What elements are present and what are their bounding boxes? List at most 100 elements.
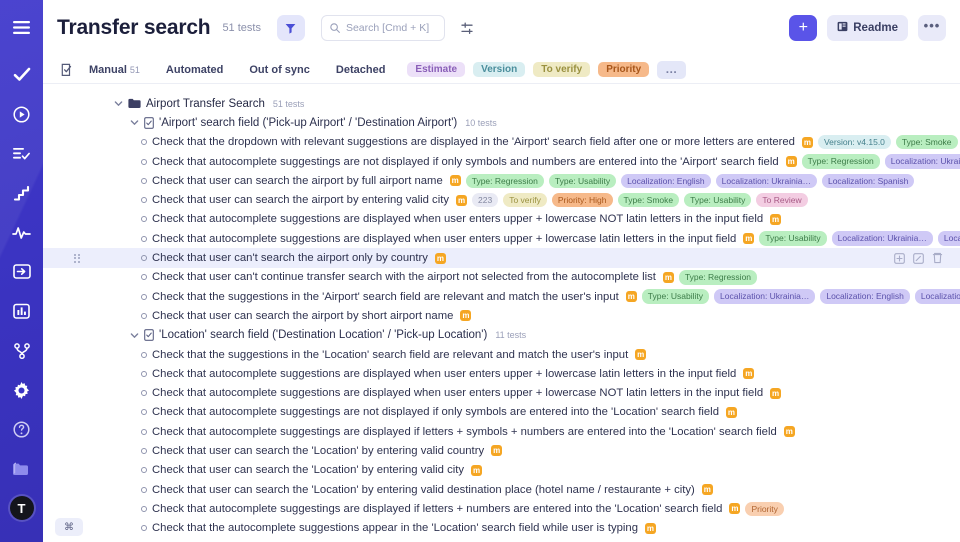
import-icon[interactable] — [0, 252, 43, 291]
toolbar-chip-version[interactable]: Version — [473, 62, 526, 77]
test-case-tag[interactable]: Localization: Ukrainia… — [884, 154, 960, 169]
tree-root-folder[interactable]: Airport Transfer Search 51 tests — [43, 94, 960, 113]
manual-badge: m — [434, 252, 446, 264]
test-case-row[interactable]: Check that user can search the airport b… — [43, 190, 960, 209]
test-case-tag[interactable]: Type: Smoke — [895, 134, 958, 150]
toolbar-chip-priority[interactable]: Priority — [598, 62, 650, 77]
test-case-label: Check that user can search the airport b… — [152, 174, 443, 187]
manual-badge: m — [644, 522, 656, 534]
test-case-row[interactable]: Check that user can't continue transfer … — [43, 268, 960, 287]
more-button[interactable]: ••• — [918, 15, 946, 41]
test-case-tag[interactable]: Localization: English — [621, 173, 711, 189]
test-case-row[interactable]: Check that the suggestions in the 'Locat… — [43, 345, 960, 364]
tree-section-header[interactable]: 'Airport' search field ('Pick-up Airport… — [43, 113, 960, 132]
manual-badge: m — [635, 349, 647, 360]
test-case-row[interactable]: Check that the autocomplete suggestions … — [43, 519, 960, 538]
edit-icon[interactable] — [912, 252, 925, 265]
manual-badge: m — [449, 175, 461, 187]
test-case-row[interactable]: Check that autocomplete suggestings are … — [43, 422, 960, 441]
stairs-icon[interactable] — [0, 173, 43, 212]
sliders-icon[interactable] — [457, 17, 479, 39]
document-icon — [144, 117, 154, 129]
test-case-tag[interactable]: To Review — [756, 192, 808, 208]
test-case-tag[interactable]: Localization: German — [914, 289, 960, 304]
readme-button[interactable]: Readme — [827, 15, 908, 41]
test-case-tag[interactable]: Type: Regression — [465, 173, 544, 189]
tab-automated[interactable]: Automated — [153, 64, 236, 76]
tests-count: 51 tests — [222, 22, 261, 34]
avatar[interactable]: T — [0, 489, 43, 528]
test-case-tag[interactable]: Localization: Spanish — [821, 173, 915, 189]
menu-icon[interactable] — [0, 8, 43, 47]
test-case-row[interactable]: Check that user can search the airport b… — [43, 171, 960, 190]
manual-badge: m — [491, 445, 503, 457]
test-case-tag[interactable]: Version: v4.15.0 — [817, 134, 891, 150]
search-input[interactable]: Search [Cmd + K] — [320, 15, 445, 41]
delete-icon[interactable] — [931, 252, 944, 265]
cmd-shortcut-chip[interactable]: ⌘ — [55, 518, 83, 536]
folder-icon[interactable] — [0, 449, 43, 488]
filter-icon[interactable] — [276, 15, 305, 41]
test-case-label: Check that user can search the airport b… — [152, 309, 454, 322]
test-case-row[interactable]: Check that autocomplete suggestings are … — [43, 152, 960, 171]
gear-icon[interactable] — [0, 370, 43, 409]
tab-out-of-sync[interactable]: Out of sync — [236, 64, 323, 76]
chevron-down-icon[interactable] — [113, 99, 123, 109]
test-case-tag[interactable]: Localization: English — [820, 289, 910, 304]
test-case-row[interactable]: Check that user can search the airport b… — [43, 306, 960, 325]
test-case-tag[interactable]: Localization: Ukrainia… — [831, 231, 933, 246]
test-case-row[interactable]: Check that autocomplete suggestions are … — [43, 210, 960, 229]
test-case-tag[interactable]: Localization: Ukrainia… — [714, 289, 816, 304]
drag-handle[interactable] — [72, 252, 82, 264]
play-circle-icon[interactable] — [0, 95, 43, 134]
test-case-tag[interactable]: Type: Usability — [759, 231, 827, 246]
test-case-label: Check that the suggestions in the 'Airpo… — [152, 290, 619, 303]
branch-icon[interactable] — [0, 331, 43, 370]
test-case-row[interactable]: Check that user can't search the airport… — [43, 248, 960, 268]
test-case-row[interactable]: Check that user can search the 'Location… — [43, 441, 960, 460]
tree-section-label: 'Location' search field ('Destination Lo… — [159, 329, 488, 342]
test-case-row[interactable]: Check that user can search the 'Location… — [43, 461, 960, 480]
tab-manual[interactable]: Manual 51 — [89, 64, 153, 76]
add-icon[interactable] — [893, 252, 906, 265]
test-case-row[interactable]: Check that user can search the 'Location… — [43, 480, 960, 499]
test-case-tag[interactable]: Type: Regression — [678, 270, 758, 285]
test-case-tag[interactable]: Type: Regression — [801, 154, 880, 169]
test-case-tag[interactable]: To verify — [503, 192, 547, 208]
manual-badge: m — [770, 213, 782, 225]
status-circle-icon — [141, 235, 147, 242]
toolbar-chip-estimate[interactable]: Estimate — [407, 62, 466, 77]
test-case-tag[interactable]: Priority — [745, 501, 784, 517]
test-case-row[interactable]: Check that the suggestions in the 'Airpo… — [43, 287, 960, 306]
test-case-tag[interactable]: Type: Usability — [548, 173, 617, 189]
chevron-down-icon[interactable] — [129, 330, 139, 340]
test-case-tag[interactable]: Localization: English — [937, 231, 960, 246]
test-case-row[interactable]: Check that the dropdown with relevant su… — [43, 133, 960, 152]
test-case-row[interactable]: Check that autocomplete suggestions are … — [43, 229, 960, 248]
help-icon[interactable] — [0, 410, 43, 449]
test-case-row[interactable]: Check that autocomplete suggestions are … — [43, 383, 960, 402]
test-case-label: Check that the suggestions in the 'Locat… — [152, 348, 629, 361]
checkmark-icon[interactable] — [0, 55, 43, 94]
toolbar-chip-to-verify[interactable]: To verify — [533, 62, 591, 77]
document-icon — [144, 329, 154, 342]
chevron-down-icon[interactable] — [129, 118, 139, 128]
status-circle-icon — [141, 428, 147, 435]
toolbar-chip-[interactable]: … — [657, 60, 687, 79]
chart-icon[interactable] — [0, 292, 43, 331]
test-case-row[interactable]: Check that autocomplete suggestions are … — [43, 364, 960, 383]
test-case-row[interactable]: Check that autocomplete suggestings are … — [43, 403, 960, 422]
test-case-tag[interactable]: Type: Smoke — [617, 192, 680, 208]
test-case-tag[interactable]: Type: Usability — [641, 289, 710, 304]
tab-detached[interactable]: Detached — [323, 64, 408, 76]
tree-section-header[interactable]: 'Location' search field ('Destination Lo… — [43, 326, 960, 345]
list-check-icon[interactable] — [0, 134, 43, 173]
activity-icon[interactable] — [0, 213, 43, 252]
checklist-icon[interactable] — [57, 60, 77, 80]
add-button[interactable]: + — [789, 15, 818, 41]
test-case-tag[interactable]: 223 — [472, 192, 499, 208]
test-case-tag[interactable]: Type: Usability — [684, 192, 752, 208]
test-case-tag[interactable]: Priority: High — [551, 192, 613, 208]
test-case-tag[interactable]: Localization: Ukrainia… — [715, 173, 817, 189]
test-case-row[interactable]: Check that autocomplete suggestings are … — [43, 499, 960, 518]
